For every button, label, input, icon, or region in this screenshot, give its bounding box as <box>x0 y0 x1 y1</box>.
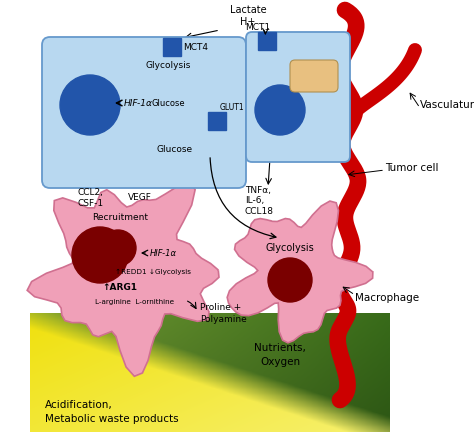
Text: TNFα,: TNFα, <box>245 186 271 194</box>
Text: Glycolysis: Glycolysis <box>265 243 314 253</box>
Text: CCL18: CCL18 <box>245 207 274 217</box>
Text: Lactate: Lactate <box>230 5 266 15</box>
Circle shape <box>72 227 128 283</box>
Bar <box>208 112 226 130</box>
Circle shape <box>268 258 312 302</box>
Text: Glucose: Glucose <box>151 99 185 107</box>
Text: IL-6,: IL-6, <box>245 197 264 206</box>
Circle shape <box>60 75 120 135</box>
Text: CSF-1: CSF-1 <box>78 199 104 209</box>
Text: Glycolysis: Glycolysis <box>146 61 191 69</box>
FancyBboxPatch shape <box>290 60 338 92</box>
Text: Oxygen: Oxygen <box>260 357 300 367</box>
Text: Tumor cell: Tumor cell <box>385 163 438 173</box>
Circle shape <box>100 230 136 266</box>
Bar <box>258 32 276 50</box>
Text: MCT4: MCT4 <box>183 42 208 52</box>
Polygon shape <box>227 201 373 343</box>
Text: Proline +: Proline + <box>200 304 241 312</box>
Text: Acidification,: Acidification, <box>45 400 113 410</box>
Text: Glucose: Glucose <box>157 145 193 155</box>
Text: ↑REDD1 ↓Glycolysis: ↑REDD1 ↓Glycolysis <box>115 269 191 275</box>
Text: VEGF: VEGF <box>128 194 152 202</box>
Text: HIF-1α: HIF-1α <box>124 99 153 107</box>
Text: H+: H+ <box>240 17 255 27</box>
FancyBboxPatch shape <box>42 37 246 188</box>
FancyBboxPatch shape <box>246 32 350 162</box>
Text: Vasculature: Vasculature <box>420 100 474 110</box>
Text: CCL2,: CCL2, <box>78 188 104 198</box>
Text: MCT1: MCT1 <box>245 23 270 31</box>
Text: ↑ARG1: ↑ARG1 <box>102 283 137 293</box>
Bar <box>163 38 181 56</box>
Text: Metabolic waste products: Metabolic waste products <box>45 414 179 424</box>
Text: Polyamine: Polyamine <box>200 316 247 324</box>
Circle shape <box>255 85 305 135</box>
Text: GLUT1: GLUT1 <box>220 103 245 113</box>
Text: Recruitment: Recruitment <box>92 213 148 222</box>
Polygon shape <box>27 183 219 376</box>
Text: Macrophage: Macrophage <box>355 293 419 303</box>
Text: Nutrients,: Nutrients, <box>254 343 306 353</box>
Text: L-arginine  L-ornithine: L-arginine L-ornithine <box>95 299 174 305</box>
Text: HIF-1α: HIF-1α <box>150 248 177 258</box>
